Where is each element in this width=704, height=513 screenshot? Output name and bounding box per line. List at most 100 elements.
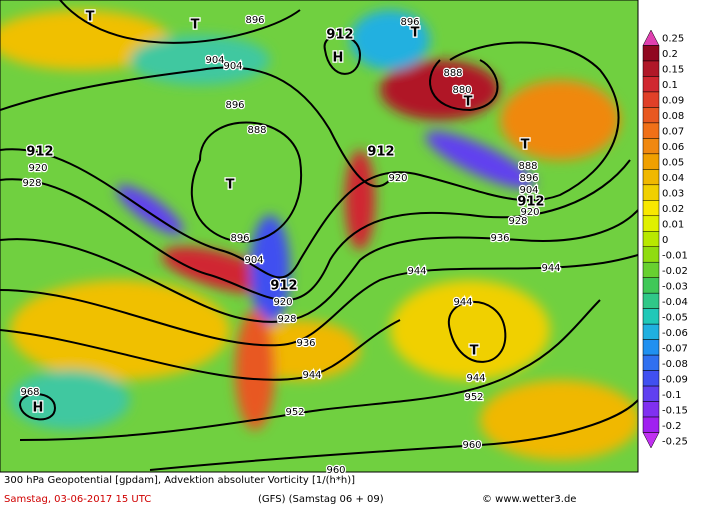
colorbar-swatch	[642, 385, 660, 402]
colorbar-swatch	[642, 215, 660, 232]
colorbar-label: 0.25	[662, 34, 684, 45]
contour-label: 944	[453, 297, 472, 308]
colorbar-swatch	[642, 339, 660, 356]
colorbar-swatch	[642, 370, 660, 387]
footer-model: (GFS) (Samstag 06 + 09)	[258, 494, 384, 505]
contour-label: 904	[244, 255, 263, 266]
contour-label: 896	[230, 233, 249, 244]
colorbar-swatch	[642, 45, 660, 62]
contour-label: 920	[273, 297, 292, 308]
colorbar-label: 0.08	[662, 111, 684, 122]
contour-label: 880	[452, 85, 471, 96]
contour-label: 944	[466, 373, 485, 384]
colorbar-label: 0.06	[662, 142, 684, 153]
contour-label: 896	[225, 100, 244, 111]
contour-label: 952	[285, 407, 304, 418]
contour-label: 944	[541, 263, 560, 274]
contour-label: 888	[247, 125, 266, 136]
contour-label: 920	[520, 207, 539, 218]
contour-label: 936	[296, 338, 315, 349]
contour-label: 896	[519, 173, 538, 184]
colorbar-label: -0.04	[662, 297, 688, 308]
contour-label: 912	[326, 28, 353, 43]
colorbar-swatch	[642, 277, 660, 294]
colorbar-label: 0.04	[662, 173, 684, 184]
colorbar-swatch	[642, 153, 660, 170]
colorbar-label: 0.03	[662, 189, 684, 200]
contour-label: 944	[302, 370, 321, 381]
colorbar-arrow	[642, 432, 660, 449]
colorbar-label: -0.15	[662, 405, 688, 416]
colorbar-label: 0.05	[662, 158, 684, 169]
colorbar-label: -0.01	[662, 250, 688, 261]
contour-label: 896	[245, 15, 264, 26]
contour-label: 928	[22, 178, 41, 189]
colorbar-swatch	[642, 169, 660, 186]
contour-label: T	[191, 18, 200, 33]
contour-label: 936	[490, 233, 509, 244]
colorbar-label: -0.03	[662, 281, 688, 292]
colorbar-swatch	[642, 292, 660, 309]
colorbar-swatch	[642, 308, 660, 325]
colorbar-label: 0	[662, 235, 668, 246]
contour-label: 912	[270, 279, 297, 294]
contour-label: 912	[367, 145, 394, 160]
contour-label: T	[226, 178, 235, 193]
contour-label: 968	[20, 387, 39, 398]
colorbar-swatch	[642, 184, 660, 201]
contour-label: 896	[400, 17, 419, 28]
contour-label: T	[86, 10, 95, 25]
colorbar-label: -0.2	[662, 421, 682, 432]
colorbar-swatch	[642, 200, 660, 217]
colorbar-label: 0.09	[662, 96, 684, 107]
map-frame	[0, 0, 639, 473]
contour-label: H	[333, 51, 344, 66]
colorbar-swatch	[642, 246, 660, 263]
field	[0, 0, 638, 472]
colorbar-label: 0.01	[662, 220, 684, 231]
colorbar-swatch	[642, 138, 660, 155]
footer-date: Samstag, 03-06-2017 15 UTC	[4, 494, 151, 505]
colorbar-swatch	[642, 354, 660, 371]
colorbar-label: 0.07	[662, 127, 684, 138]
contour-label: 888	[518, 161, 537, 172]
contour-label: 944	[407, 266, 426, 277]
colorbar-label: -0.25	[662, 436, 688, 447]
colorbar-label: -0.08	[662, 359, 688, 370]
contour-label: 888	[443, 68, 462, 79]
colorbar-swatch	[642, 91, 660, 108]
contour-label: T	[521, 138, 530, 153]
colorbar-label: -0.07	[662, 343, 688, 354]
contour-label: 904	[223, 61, 242, 72]
contour-label: 960	[326, 465, 345, 476]
colorbar-label: 0.02	[662, 204, 684, 215]
colorbar-label: 0.1	[662, 80, 678, 91]
colorbar-swatch	[642, 76, 660, 93]
colorbar-arrow	[642, 29, 660, 46]
colorbar-label: 0.2	[662, 49, 678, 60]
colorbar-label: -0.09	[662, 374, 688, 385]
contour-label: T	[470, 344, 479, 359]
contour-label: 952	[464, 392, 483, 403]
contour-label: 912	[26, 145, 53, 160]
colorbar-swatch	[642, 231, 660, 247]
colorbar-label: -0.06	[662, 328, 688, 339]
contour-label: 904	[205, 55, 224, 66]
colorbar-label: 0.15	[662, 65, 684, 76]
contour-label: H	[33, 401, 44, 416]
contour-label: 920	[28, 163, 47, 174]
contour-label: T	[464, 95, 473, 110]
contour-label: 960	[462, 440, 481, 451]
colorbar-swatch	[642, 122, 660, 139]
contour-label: 928	[508, 216, 527, 227]
colorbar-label: -0.1	[662, 390, 682, 401]
contour-label: 904	[519, 185, 538, 196]
colorbar-swatch	[642, 107, 660, 124]
contour-label: 928	[277, 314, 296, 325]
colorbar-swatch	[642, 323, 660, 340]
colorbar-swatch	[642, 261, 660, 278]
footer-title: 300 hPa Geopotential [gpdam], Advektion …	[4, 475, 355, 486]
contour-label: T	[411, 26, 420, 41]
